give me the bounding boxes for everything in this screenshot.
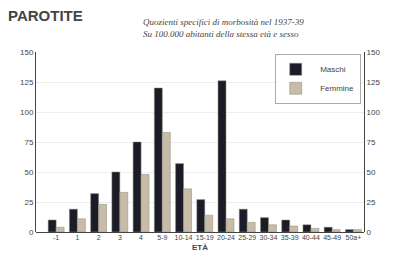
svg-text:30-34: 30-34: [260, 234, 278, 241]
svg-text:2: 2: [97, 234, 101, 241]
svg-text:50: 50: [367, 168, 376, 177]
svg-text:15-19: 15-19: [196, 234, 214, 241]
svg-text:ETÀ: ETÀ: [192, 243, 208, 252]
svg-text:Quozienti specifici di morbosi: Quozienti specifici di morbosità nel 193…: [143, 17, 304, 39]
svg-text:Maschi: Maschi: [316, 65, 346, 74]
svg-text:10-14: 10-14: [175, 234, 193, 241]
svg-text:35-39: 35-39: [281, 234, 299, 241]
svg-text:25-29: 25-29: [238, 234, 256, 241]
svg-text:150: 150: [20, 48, 34, 57]
svg-text:50: 50: [24, 168, 33, 177]
svg-text:3: 3: [118, 234, 122, 241]
svg-text:0: 0: [367, 228, 372, 237]
svg-text:25: 25: [367, 198, 376, 207]
svg-text:-1: -1: [53, 234, 59, 241]
svg-text:4: 4: [139, 234, 143, 241]
svg-text:75: 75: [367, 138, 376, 147]
svg-text:5-9: 5-9: [157, 234, 167, 241]
svg-text:40-44: 40-44: [302, 234, 320, 241]
svg-text:125: 125: [20, 78, 34, 87]
svg-text:150: 150: [367, 48, 381, 57]
svg-text:100: 100: [367, 108, 381, 117]
svg-text:PAROTITE: PAROTITE: [8, 7, 83, 24]
svg-text:125: 125: [367, 78, 381, 87]
svg-text:25: 25: [24, 198, 33, 207]
svg-text:100: 100: [20, 108, 34, 117]
svg-text:Femmine: Femmine: [316, 84, 354, 93]
svg-text:20-24: 20-24: [217, 234, 235, 241]
svg-text:50a+: 50a+: [345, 234, 361, 241]
svg-text:0: 0: [29, 228, 34, 237]
svg-text:45-49: 45-49: [323, 234, 341, 241]
svg-text:75: 75: [24, 138, 33, 147]
svg-text:1: 1: [75, 234, 79, 241]
